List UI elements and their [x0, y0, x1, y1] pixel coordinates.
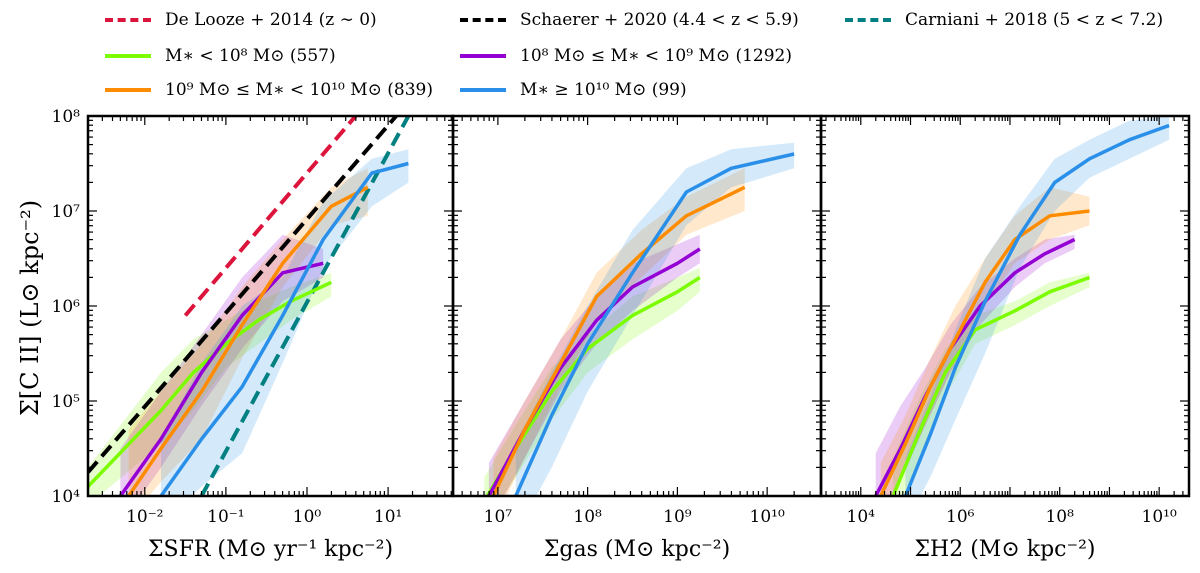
band-gas-m8: [484, 268, 700, 496]
legend-label-schaerer: Schaerer + 2020 (4.4 < z < 5.9): [520, 10, 799, 30]
line-h2-m89: [874, 237, 1076, 496]
legend-item-m89: 10⁸ M⊙ ≤ M∗ < 10⁹ M⊙ (1292): [460, 42, 792, 70]
legend-label-carniani: Carniani + 2018 (5 < z < 7.2): [905, 10, 1164, 30]
plot-area-h2: [874, 116, 1170, 496]
x-tick-label-gas: 10⁹: [663, 507, 692, 527]
line-h2-m10: [903, 123, 1170, 496]
legend-item-m910: 10⁹ M⊙ ≤ M∗ < 10¹⁰ M⊙ (839): [105, 76, 433, 104]
line-h2-m8: [891, 275, 1091, 496]
plot-area-gas: [484, 142, 795, 496]
x-tick-label-gas: 10¹⁰: [750, 507, 785, 527]
legend-item-carniani: Carniani + 2018 (5 < z < 7.2): [845, 6, 1163, 34]
x-tick-label-h2: 10⁸: [1045, 507, 1074, 527]
legend-label-m89: 10⁸ M⊙ ≤ M∗ < 10⁹ M⊙ (1292): [520, 46, 792, 66]
relation-schaerer: [88, 116, 398, 474]
line-sfr-m910: [127, 185, 369, 496]
x-tick-label-sfr: 10⁰: [293, 507, 322, 527]
relation-carniani: [199, 116, 411, 496]
legend-item-m10: M∗ ≥ 10¹⁰ M⊙ (99): [460, 76, 687, 104]
legend-label-m910: 10⁹ M⊙ ≤ M∗ < 10¹⁰ M⊙ (839): [165, 80, 433, 100]
y-axis-label: Σ[C II] (L⊙ kpc⁻²): [16, 200, 44, 416]
band-sfr-m8: [88, 272, 332, 496]
line-h2-m910: [879, 209, 1090, 496]
x-tick-label-h2: 10¹⁰: [1142, 507, 1177, 527]
y-tick-label: 10⁷: [52, 202, 81, 222]
band-gas-m10: [515, 142, 795, 496]
legend-swatch-schaerer: [460, 18, 506, 22]
plot-area-sfr: [88, 116, 411, 496]
legend-swatch-m8: [105, 54, 151, 58]
x-tick-label-h2: 10⁶: [946, 507, 975, 527]
legend-item-delooze: De Looze + 2014 (z ∼ 0): [105, 6, 377, 34]
legend-label-delooze: De Looze + 2014 (z ∼ 0): [165, 10, 377, 30]
legend-item-schaerer: Schaerer + 2020 (4.4 < z < 5.9): [460, 6, 799, 34]
legend-swatch-m89: [460, 54, 506, 58]
line-gas-m910: [491, 185, 746, 496]
band-h2-m89: [875, 234, 1075, 496]
legend-swatch-m910: [105, 88, 151, 92]
band-sfr-m89: [120, 234, 324, 496]
x-axis-label-sfr: ΣSFR (M⊙ yr⁻¹ kpc⁻²): [148, 537, 393, 562]
panel-h2: 10⁴ 10⁶ 10⁸ 10¹⁰ ΣH2 (M⊙ kpc⁻²): [819, 114, 1191, 562]
line-sfr-m89: [118, 261, 324, 496]
band-h2-m910: [880, 187, 1090, 496]
y-tick-label: 10⁴: [52, 487, 81, 507]
band-h2-m10: [905, 116, 1170, 496]
band-sfr-m910: [128, 168, 368, 496]
x-axis-label-h2: ΣH2 (M⊙ kpc⁻²): [914, 537, 1095, 562]
legend-label-m10: M∗ ≥ 10¹⁰ M⊙ (99): [520, 80, 687, 100]
x-tick-label-gas: 10⁸: [573, 507, 602, 527]
x-tick-label-sfr: 10⁻¹: [207, 507, 244, 527]
legend-item-m8: M∗ < 10⁸ M⊙ (557): [105, 42, 336, 70]
legend-swatch-m10: [460, 88, 506, 92]
y-tick-label: 10⁵: [52, 392, 81, 412]
legend-label-m8: M∗ < 10⁸ M⊙ (557): [165, 46, 336, 66]
legend-swatch-delooze: [105, 18, 151, 22]
line-sfr-m10: [159, 161, 409, 496]
line-gas-m10: [514, 152, 795, 496]
panel-sfr: 10⁻² 10⁻¹ 10⁰ 10¹ 10⁴ 10⁵ 10⁶ 10⁷ 10⁸ ΣSFR (M⊙ yr…: [52, 107, 455, 562]
legend: De Looze + 2014 (z ∼ 0) Schaerer + 2020 …: [0, 2, 1200, 102]
relation-delooze: [183, 116, 358, 317]
x-tick-label-gas: 10⁷: [484, 507, 513, 527]
x-tick-label-sfr: 10⁻²: [126, 507, 163, 527]
panel-gas: 10⁷ 10⁸ 10⁹ 10¹⁰ Σgas (M⊙ kpc⁻²): [451, 114, 823, 562]
y-tick-label: 10⁸: [52, 107, 81, 127]
y-tick-label: 10⁶: [52, 297, 81, 317]
legend-swatch-carniani: [845, 18, 891, 22]
x-axis-label-gas: Σgas (M⊙ kpc⁻²): [544, 537, 730, 562]
x-tick-label-h2: 10⁴: [847, 507, 876, 527]
x-tick-label-sfr: 10¹: [374, 507, 402, 527]
